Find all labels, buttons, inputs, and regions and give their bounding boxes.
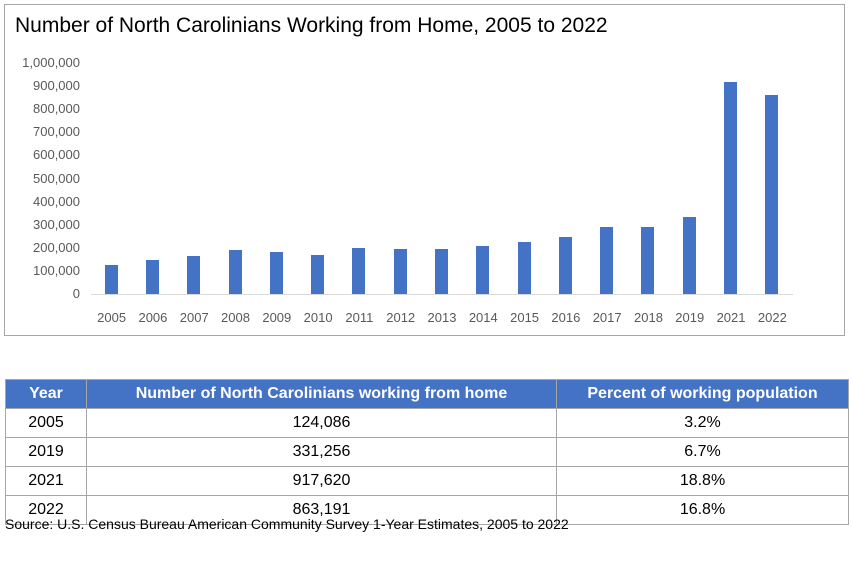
table-row: 2021 917,620 18.8%	[5, 466, 849, 496]
y-tick-label: 200,000	[33, 239, 80, 255]
bar-2008	[228, 250, 242, 294]
table-row: 2019 331,256 6.7%	[5, 437, 849, 467]
cell-year: 2022	[5, 495, 87, 525]
x-tick-label: 2006	[138, 310, 168, 325]
chart-title: Number of North Carolinians Working from…	[15, 14, 608, 37]
x-tick-label: 2019	[675, 310, 705, 325]
y-tick-label: 700,000	[33, 124, 80, 140]
cell-number: 917,620	[86, 466, 557, 496]
x-tick-label: 2009	[262, 310, 292, 325]
y-tick-label: 400,000	[33, 193, 80, 209]
x-tick-label: 2022	[757, 310, 787, 325]
bar-2019	[682, 217, 696, 294]
x-tick-label: 2011	[345, 310, 374, 325]
header-year: Year	[5, 379, 87, 409]
bar-2018	[641, 226, 655, 294]
bar-2009	[269, 252, 283, 294]
x-tick-label: 2008	[221, 310, 250, 325]
y-tick-label: 600,000	[33, 147, 80, 163]
x-tick-label: 2007	[179, 310, 209, 325]
bar-2012	[393, 249, 407, 294]
x-tick-label: 2010	[303, 310, 333, 325]
cell-number: 331,256	[86, 437, 557, 467]
x-tick-label: 2021	[716, 310, 746, 325]
bar-2017	[600, 226, 614, 294]
y-tick-label: 800,000	[33, 101, 80, 117]
x-tick-label: 2016	[551, 310, 581, 325]
header-percent: Percent of working population	[556, 379, 849, 409]
cell-percent: 6.7%	[556, 437, 849, 467]
bar-2015	[517, 241, 531, 294]
cell-percent: 16.8%	[556, 495, 849, 525]
cell-number: 863,191	[86, 495, 557, 525]
bar-2006	[145, 260, 159, 294]
chart-container	[4, 4, 845, 336]
bar-2013	[435, 248, 448, 294]
x-tick-label: 2005	[97, 310, 127, 325]
x-tick-label: 2012	[386, 310, 416, 325]
data-table: Year Number of North Carolinians working…	[5, 379, 849, 525]
y-tick-label: 500,000	[33, 170, 80, 186]
source-note: Source: U.S. Census Bureau American Comm…	[5, 516, 569, 532]
x-tick-label: 2015	[510, 310, 540, 325]
cell-percent: 18.8%	[556, 466, 849, 496]
y-tick-label: 900,000	[33, 78, 80, 94]
bar-2010	[311, 255, 325, 294]
y-tick-label: 0	[72, 286, 80, 301]
x-tick-label: 2018	[634, 310, 663, 325]
y-tick-label: 1,000,000	[22, 55, 80, 70]
header-number: Number of North Carolinians working from…	[86, 379, 557, 409]
cell-year: 2019	[5, 437, 87, 467]
bar-2011	[352, 248, 366, 294]
bar-2014	[476, 245, 490, 294]
x-axis-line	[91, 294, 793, 295]
cell-year: 2005	[5, 408, 87, 438]
cell-percent: 3.2%	[556, 408, 849, 438]
cell-number: 124,086	[86, 408, 557, 438]
table-row: 2022 863,191 16.8%	[5, 495, 849, 525]
bar-2005	[104, 265, 118, 294]
bar-2022	[765, 94, 779, 294]
table-header-row: Year Number of North Carolinians working…	[5, 379, 849, 409]
bar-2007	[187, 256, 201, 294]
x-tick-label: 2017	[592, 310, 622, 325]
y-tick-label: 100,000	[33, 262, 80, 278]
x-tick-label: 2013	[427, 310, 457, 325]
bar-2016	[558, 236, 572, 294]
bar-2021	[724, 82, 738, 294]
y-tick-label: 300,000	[33, 216, 80, 232]
x-tick-label: 2014	[468, 310, 498, 325]
table-row: 2005 124,086 3.2%	[5, 408, 849, 438]
plot-area	[91, 63, 793, 294]
cell-year: 2021	[5, 466, 87, 496]
